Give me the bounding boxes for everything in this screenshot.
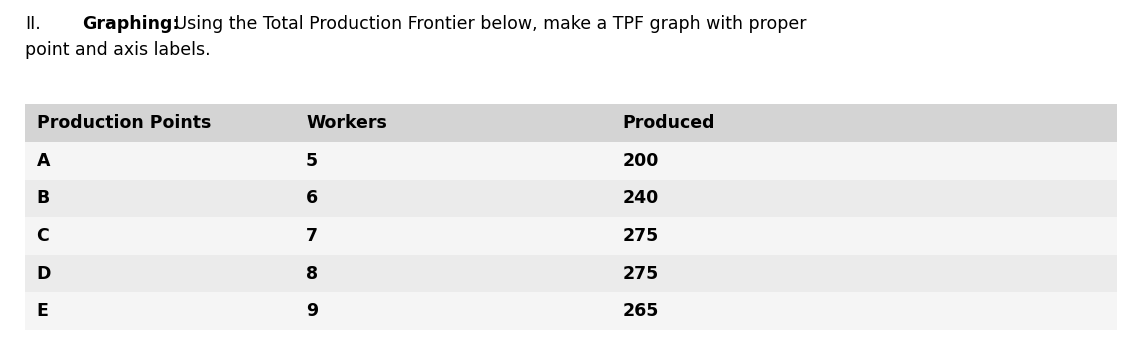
Bar	[295, 142, 611, 180]
Bar	[611, 104, 1117, 142]
Bar	[25, 255, 295, 292]
Text: E: E	[37, 302, 48, 320]
Bar	[25, 217, 295, 255]
Text: Graphing:: Graphing:	[82, 15, 179, 34]
Text: 265: 265	[622, 302, 659, 320]
Bar	[295, 104, 611, 142]
Bar	[611, 292, 1117, 330]
Text: 5: 5	[306, 152, 319, 170]
Text: point and axis labels.: point and axis labels.	[25, 41, 211, 59]
Text: 7: 7	[306, 227, 319, 245]
Text: 240: 240	[622, 189, 659, 207]
Text: II.: II.	[25, 15, 41, 34]
Text: 6: 6	[306, 189, 319, 207]
Bar	[25, 104, 295, 142]
Bar	[295, 217, 611, 255]
Bar	[25, 180, 295, 217]
Bar	[611, 217, 1117, 255]
Bar	[295, 255, 611, 292]
Bar	[295, 292, 611, 330]
Text: B: B	[37, 189, 50, 207]
Text: Produced: Produced	[622, 114, 715, 132]
Text: 200: 200	[622, 152, 659, 170]
Text: 275: 275	[622, 265, 659, 282]
Text: Workers: Workers	[306, 114, 387, 132]
Bar	[611, 255, 1117, 292]
Text: Production Points: Production Points	[37, 114, 211, 132]
Text: D: D	[37, 265, 51, 282]
Bar	[25, 142, 295, 180]
Text: 275: 275	[622, 227, 659, 245]
Text: A: A	[37, 152, 50, 170]
Text: Using the Total Production Frontier below, make a TPF graph with proper: Using the Total Production Frontier belo…	[169, 15, 806, 34]
Bar	[611, 142, 1117, 180]
Text: 8: 8	[306, 265, 319, 282]
Bar	[611, 180, 1117, 217]
Text: C: C	[37, 227, 49, 245]
Text: 9: 9	[306, 302, 319, 320]
Bar	[25, 292, 295, 330]
Bar	[295, 180, 611, 217]
